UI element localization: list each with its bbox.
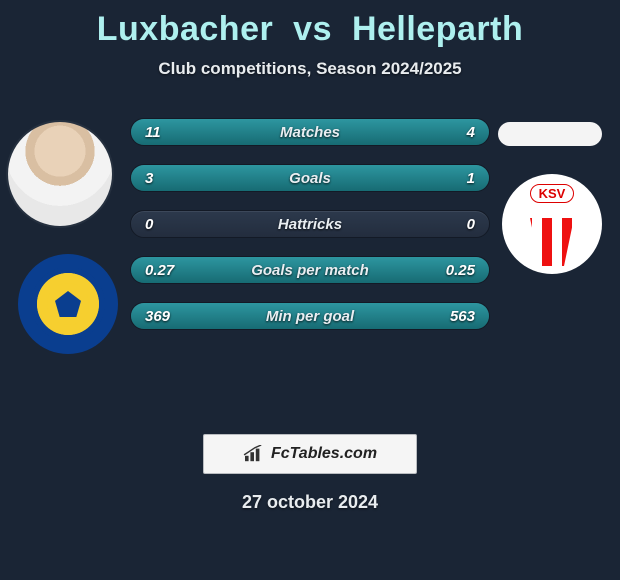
stat-metric: Hattricks	[211, 216, 409, 233]
stat-value-right: 563	[409, 308, 489, 325]
stat-row: 11 Matches 4	[130, 118, 490, 146]
season-subtitle: Club competitions, Season 2024/2025	[0, 59, 620, 79]
stat-value-left: 11	[131, 124, 211, 141]
brand-text: FcTables.com	[271, 445, 377, 463]
stat-metric: Min per goal	[211, 308, 409, 325]
stat-row: 0.27 Goals per match 0.25	[130, 256, 490, 284]
stat-bars: 11 Matches 4 3 Goals 1 0 Hattricks 0 0.2…	[130, 118, 490, 348]
brand-box[interactable]: FcTables.com	[203, 434, 417, 474]
player-2-name: Helleparth	[352, 10, 523, 48]
club-2-label: KSV	[530, 184, 575, 203]
club-2-badge: KSV	[502, 174, 602, 274]
player-1-photo	[8, 122, 112, 226]
player-1-name: Luxbacher	[97, 10, 273, 48]
comparison-title: Luxbacher vs Helleparth	[0, 0, 620, 49]
stat-value-right: 0	[409, 216, 489, 233]
stat-row: 3 Goals 1	[130, 164, 490, 192]
stat-metric: Matches	[211, 124, 409, 141]
stat-value-right: 1	[409, 170, 489, 187]
vs-separator: vs	[293, 10, 332, 48]
stat-row: 0 Hattricks 0	[130, 210, 490, 238]
stat-metric: Goals per match	[211, 262, 409, 279]
club-1-badge	[18, 254, 118, 354]
stat-metric: Goals	[211, 170, 409, 187]
stat-row: 369 Min per goal 563	[130, 302, 490, 330]
footer-date: 27 october 2024	[0, 492, 620, 513]
stat-value-right: 0.25	[409, 262, 489, 279]
stat-value-left: 3	[131, 170, 211, 187]
bar-chart-icon	[243, 445, 265, 463]
stat-value-left: 369	[131, 308, 211, 325]
player-2-photo	[498, 122, 602, 146]
stat-value-left: 0	[131, 216, 211, 233]
stat-value-left: 0.27	[131, 262, 211, 279]
stat-value-right: 4	[409, 124, 489, 141]
comparison-stage: KSV 11 Matches 4 3 Goals 1 0 Hattricks 0…	[0, 104, 620, 424]
